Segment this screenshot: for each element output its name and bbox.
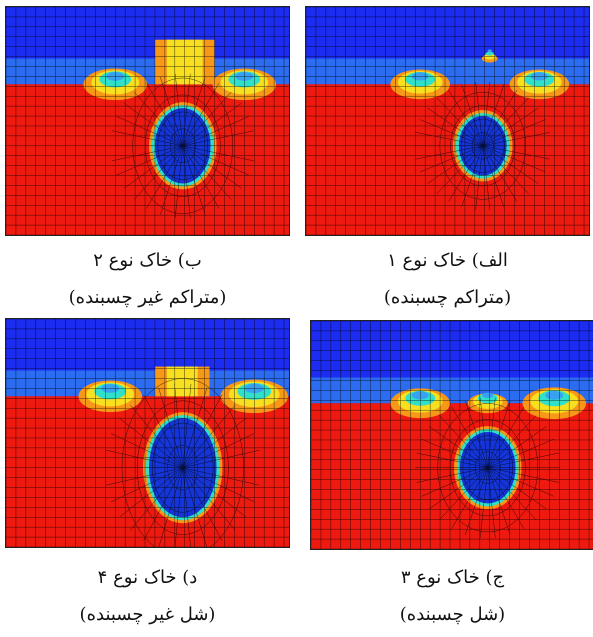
caption-d-line2: (شل غیر چسبنده): [79, 604, 216, 625]
caption-a-line2: (متراکم چسبنده): [383, 287, 512, 308]
fe-mesh-contour-c: [311, 321, 593, 549]
caption-a: الف) خاک نوع ۱ (متراکم چسبنده): [305, 250, 590, 309]
contour-panel-a: [305, 6, 590, 236]
fe-mesh-contour-d: [6, 319, 289, 547]
caption-b-line1: ب) خاک نوع ۲: [93, 250, 202, 271]
contour-panel-d: [5, 318, 290, 548]
fe-mesh-contour-b: [6, 7, 289, 235]
caption-c: ج) خاک نوع ۳ (شل چسبنده): [310, 567, 593, 626]
caption-a-line1: الف) خاک نوع ۱: [387, 250, 508, 271]
caption-d-line1: د) خاک نوع ۴: [97, 567, 198, 588]
caption-c-line1: ج) خاک نوع ۳: [400, 567, 505, 588]
caption-b: ب) خاک نوع ۲ (متراکم غیر چسبنده): [5, 250, 290, 309]
contour-panel-c: [310, 320, 593, 550]
caption-d: د) خاک نوع ۴ (شل غیر چسبنده): [5, 567, 290, 626]
caption-b-line2: (متراکم غیر چسبنده): [68, 287, 227, 308]
caption-c-line2: (شل چسبنده): [399, 604, 506, 625]
fe-mesh-contour-a: [306, 7, 589, 235]
contour-panel-b: [5, 6, 290, 236]
